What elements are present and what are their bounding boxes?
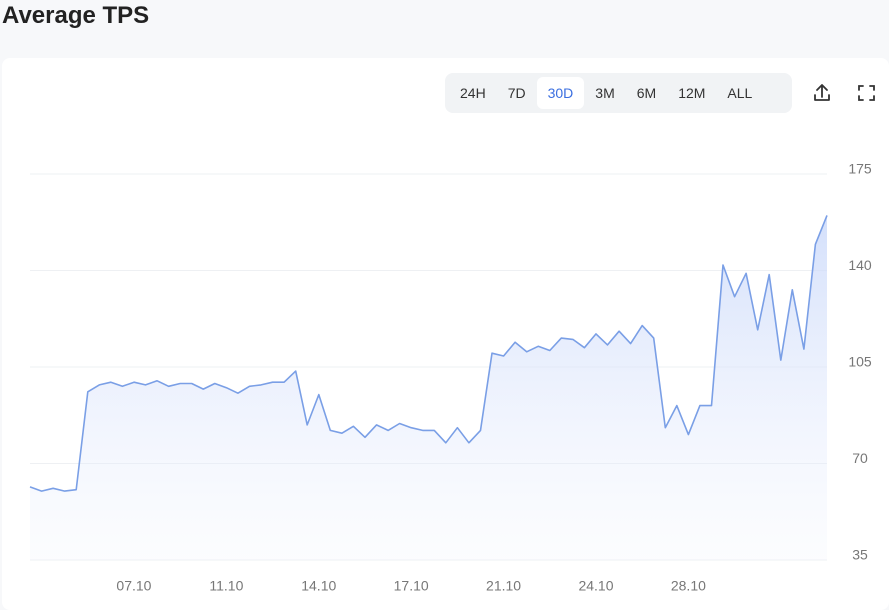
x-tick-label: 11.10 [209,578,243,594]
y-tick-label: 35 [852,547,868,563]
range-button[interactable]: 3M [595,85,615,101]
x-tick-label: 24.10 [578,578,613,594]
x-tick-label: 14.10 [301,578,336,594]
fullscreen-icon[interactable] [858,85,875,101]
range-button[interactable]: ALL [727,85,753,101]
share-icon[interactable] [814,84,830,101]
area-fill [30,215,827,560]
y-tick-label: 175 [848,161,872,177]
range-button[interactable]: 7D [507,85,526,101]
y-tick-label: 70 [852,450,868,466]
range-button[interactable]: 30D [536,77,585,109]
x-tick-label: 07.10 [116,578,151,594]
line [29,215,828,492]
range-button[interactable]: 12M [678,85,706,101]
page-title: Average TPS [2,2,150,29]
range-button[interactable]: 6M [636,85,657,101]
x-tick-label: 21.10 [486,578,521,594]
y-tick-label: 140 [848,257,872,273]
x-tick-label: 28.10 [671,578,706,594]
range-button[interactable]: 24H [460,85,486,101]
y-tick-label: 105 [848,354,872,370]
range-selector: 24H 7D 30D 3M 6M 12M ALL [445,73,792,113]
x-tick-label: 17.10 [394,578,429,594]
